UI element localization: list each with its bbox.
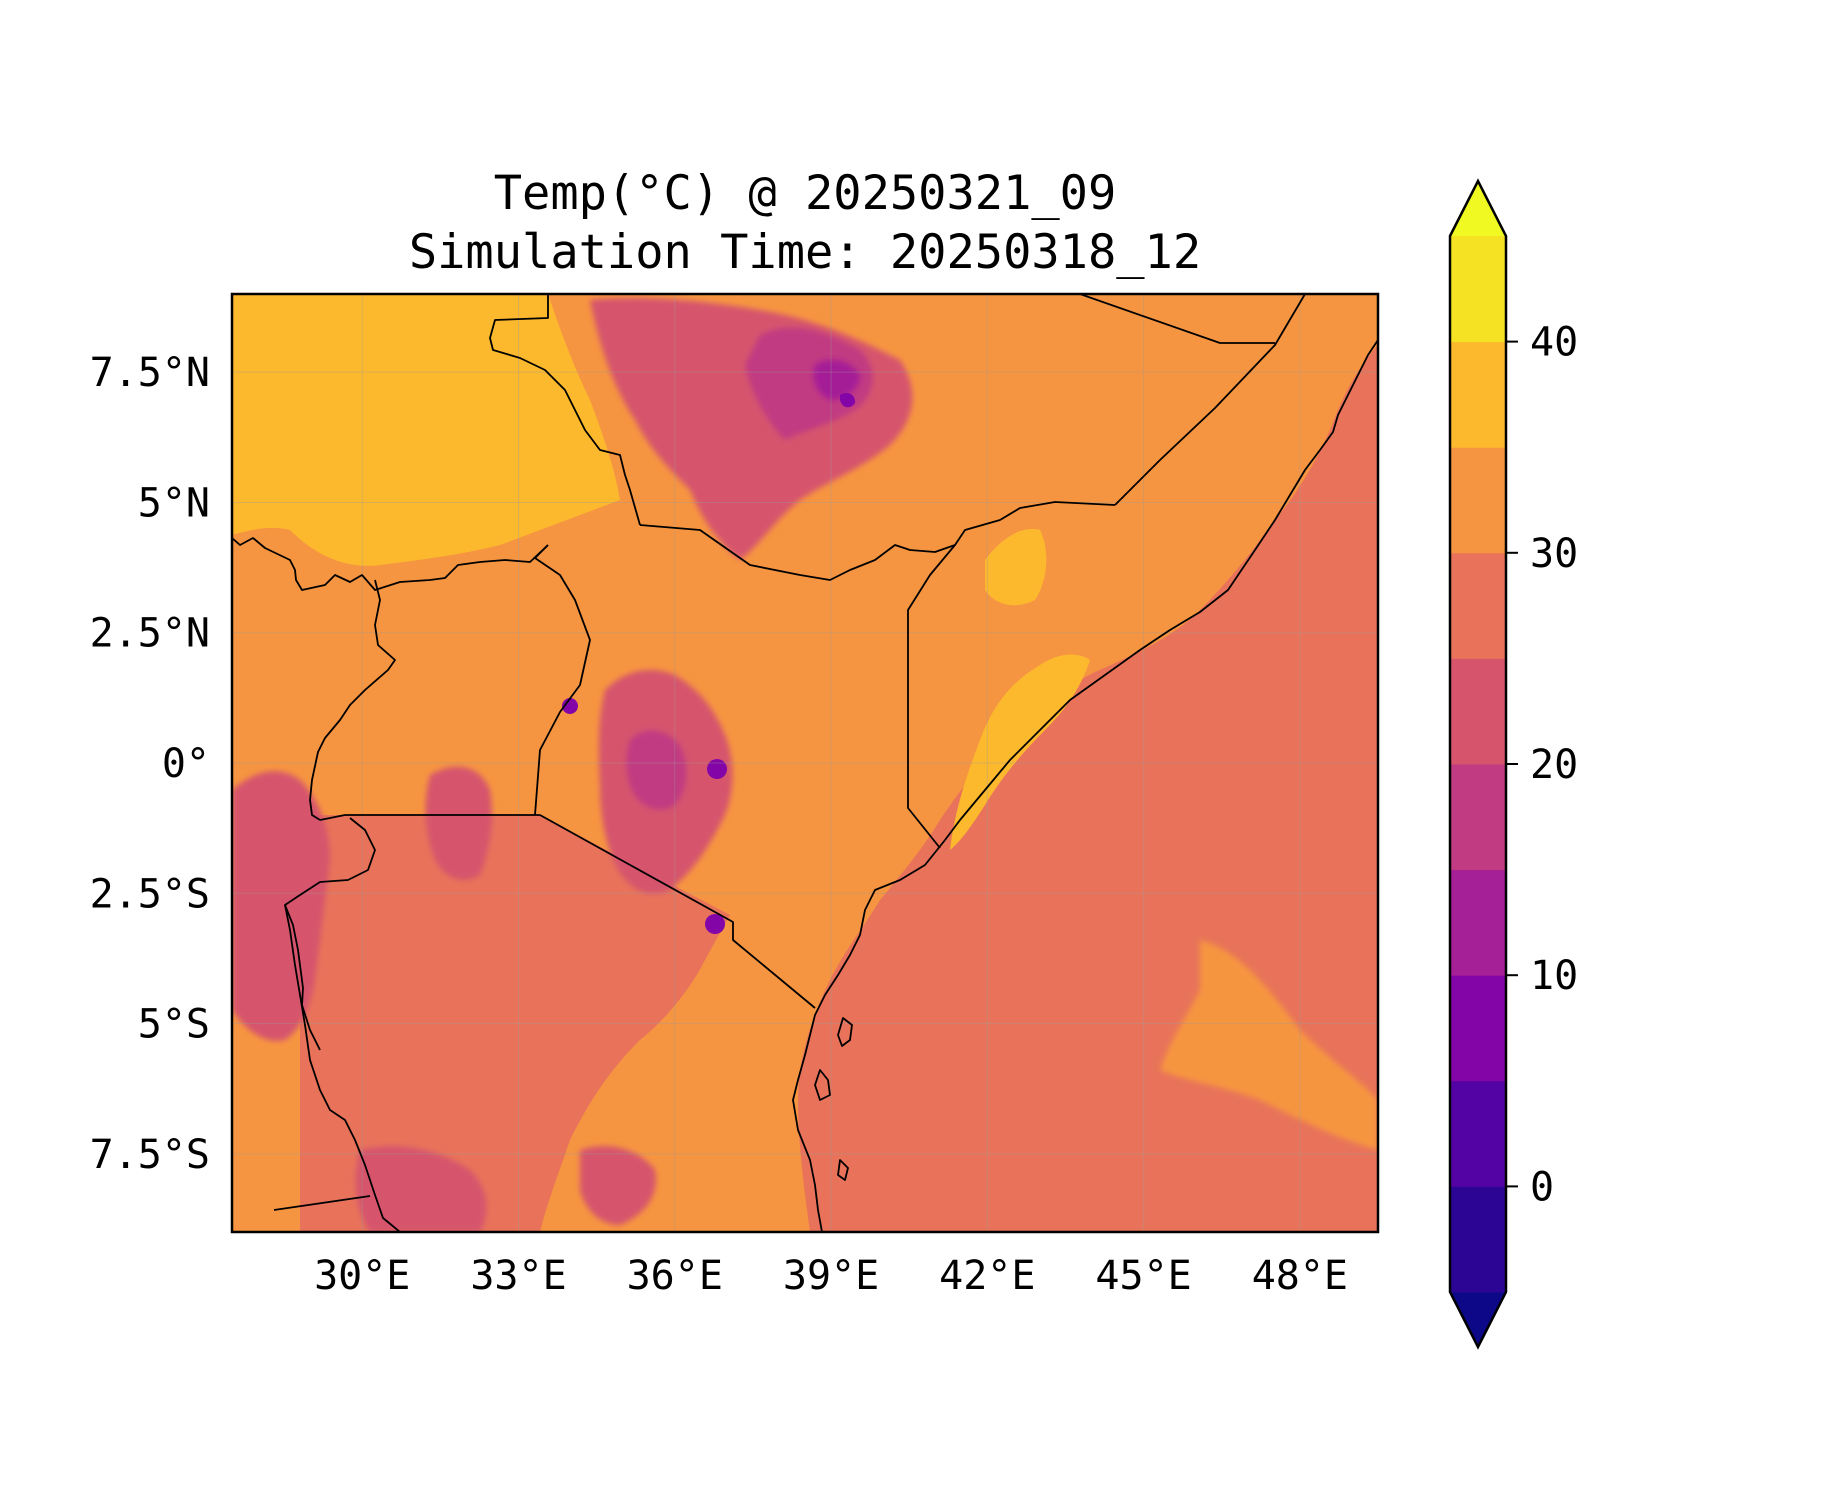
uganda-drc-border: [309, 579, 396, 821]
hot-ogaden-patch: [985, 529, 1047, 606]
somalia-ethiopia-border: [1114, 294, 1306, 506]
colorbar-segment: [1450, 341, 1506, 448]
y-tick-label: 0°: [162, 741, 210, 787]
map-frame: [230, 292, 1380, 1234]
hot-somalia-region: [950, 654, 1090, 850]
y-tick-label: 7.5°S: [90, 1132, 210, 1178]
colorbar-segment: [1450, 1080, 1506, 1187]
y-tick-label: 7.5°N: [90, 350, 210, 396]
x-tick-label: 36°E: [627, 1253, 723, 1299]
colorbar-segment: [1450, 658, 1506, 765]
pemba-island: [814, 1069, 831, 1101]
somalia-coastline: [944, 339, 1378, 841]
lake-tanganyika-shore: [284, 904, 401, 1232]
rwanda-burundi-borders: [284, 817, 376, 1051]
y-tick-label: 5°N: [138, 480, 210, 526]
mount-kenya-peak: [707, 759, 727, 779]
uganda-basin-region: [425, 766, 492, 880]
colorbar-extend-high: [1450, 181, 1506, 236]
mafia-island: [837, 1159, 849, 1181]
colorbar-tick-label: 40: [1530, 320, 1578, 366]
colorbar-tick-label: 20: [1530, 742, 1578, 788]
map-title: Temp(°C) @ 20250321_09: [494, 166, 1117, 221]
hot-northwest-region: [232, 294, 620, 566]
southern-highlands-region: [355, 1146, 487, 1232]
colorbar-segment: [1450, 1186, 1506, 1293]
map-subtitle: Simulation Time: 20250318_12: [409, 225, 1201, 280]
colorbar-outline: [1448, 178, 1508, 1350]
kenya-tanzania-border: [539, 814, 816, 1009]
x-tick-label: 45°E: [1095, 1253, 1191, 1299]
tanzania-interior-region: [300, 815, 730, 1232]
ethiopian-highlands-summit: [840, 392, 856, 408]
western-rift-region: [232, 771, 330, 1041]
ethiopian-highlands-peak: [813, 359, 860, 400]
y-tick-label: 5°S: [138, 1002, 210, 1048]
x-tick-label: 42°E: [939, 1253, 1035, 1299]
uganda-kenya-border: [534, 544, 591, 816]
x-axis-ticks: 30°E 33°E 36°E 39°E 42°E 45°E 48°E: [314, 1253, 1348, 1299]
tanzania-zambia-border: [273, 1195, 371, 1211]
country-borders: [232, 294, 1378, 1232]
uganda-south-sudan-border: [232, 537, 549, 591]
x-tick-label: 30°E: [314, 1253, 410, 1299]
ethiopia-djibouti-border: [1079, 294, 1275, 344]
ethiopian-highlands-core: [745, 327, 873, 440]
kenya-north-border: [639, 501, 1116, 581]
iringa-highlands-region: [580, 1146, 656, 1225]
colorbar-segment: [1450, 552, 1506, 659]
x-tick-label: 48°E: [1252, 1253, 1348, 1299]
colorbar-segment: [1450, 869, 1506, 976]
kenya-highlands-core: [626, 730, 687, 810]
y-tick-label: 2.5°N: [90, 611, 210, 657]
colorbar-segment: [1450, 764, 1506, 871]
colorbar-extend-low: [1450, 1292, 1506, 1347]
colorbar-segment: [1450, 975, 1506, 1082]
rwenzori-peak: [562, 698, 578, 714]
map-gridlines: [232, 294, 1378, 1232]
map-area: [232, 294, 1378, 1232]
colorbar-tick-label: 0: [1530, 1164, 1554, 1210]
uganda-tanzania-border: [319, 814, 540, 821]
x-tick-label: 33°E: [470, 1253, 566, 1299]
colorbar-tick-label: 30: [1530, 531, 1578, 577]
y-axis-ticks: 7.5°N 5°N 2.5°N 0° 2.5°S 5°S 7.5°S: [90, 350, 210, 1178]
kenya-somalia-border: [907, 544, 956, 849]
zanzibar-island: [837, 1017, 853, 1047]
kilimanjaro-peak: [705, 914, 725, 934]
colorbar: 0 10 20 30 40: [1448, 178, 1578, 1350]
colorbar-tick-label: 10: [1530, 953, 1578, 999]
kenya-coastline: [792, 839, 946, 1232]
y-tick-label: 2.5°S: [90, 871, 210, 917]
colorbar-segment: [1450, 236, 1506, 343]
south-sudan-ethiopia-border: [489, 294, 641, 526]
offshore-warm-plume: [1160, 940, 1378, 1150]
colorbar-segment: [1450, 447, 1506, 554]
x-tick-label: 39°E: [783, 1253, 879, 1299]
